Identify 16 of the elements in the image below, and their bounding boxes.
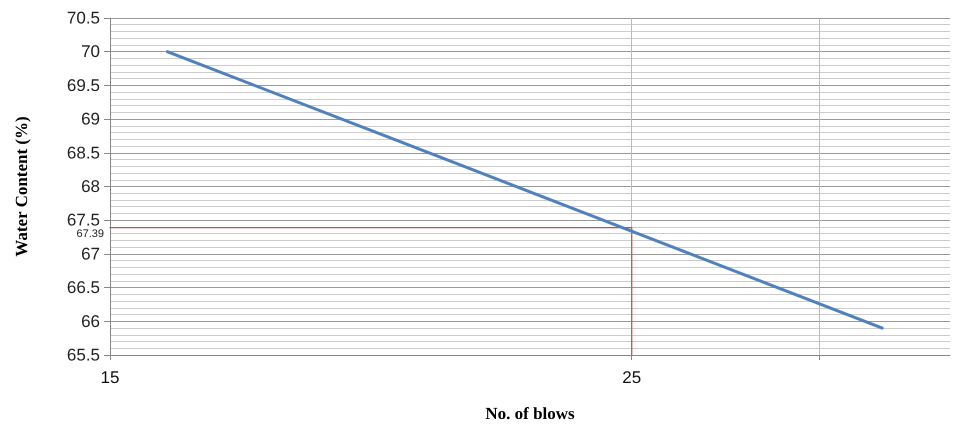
x-axis-title: No. of blows [485, 404, 576, 423]
y-tick-label: 66 [81, 312, 100, 331]
y-tick-label: 67.5 [66, 210, 100, 230]
y-tick-label: 69.5 [66, 76, 100, 95]
y-tick-label: 65.5 [66, 346, 100, 364]
y-axis-title: Water Content (%) [12, 116, 31, 257]
x-tick-label: 25 [622, 368, 642, 387]
y-tick-label: 70.5 [66, 8, 100, 28]
y-tick-label: 66.5 [66, 278, 100, 298]
y-tick-label: 68 [81, 177, 100, 196]
y-tick-label: 70 [81, 42, 100, 62]
x-tick-label: 15 [100, 368, 120, 387]
y-tick-label: 69 [81, 110, 100, 129]
annotation: 67.39 [76, 228, 104, 240]
y-tick-label: 68.5 [66, 143, 100, 162]
y-tick-label: 67 [81, 244, 100, 264]
